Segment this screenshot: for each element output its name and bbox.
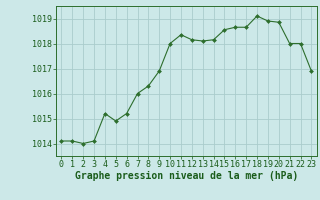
X-axis label: Graphe pression niveau de la mer (hPa): Graphe pression niveau de la mer (hPa) [75,171,298,181]
